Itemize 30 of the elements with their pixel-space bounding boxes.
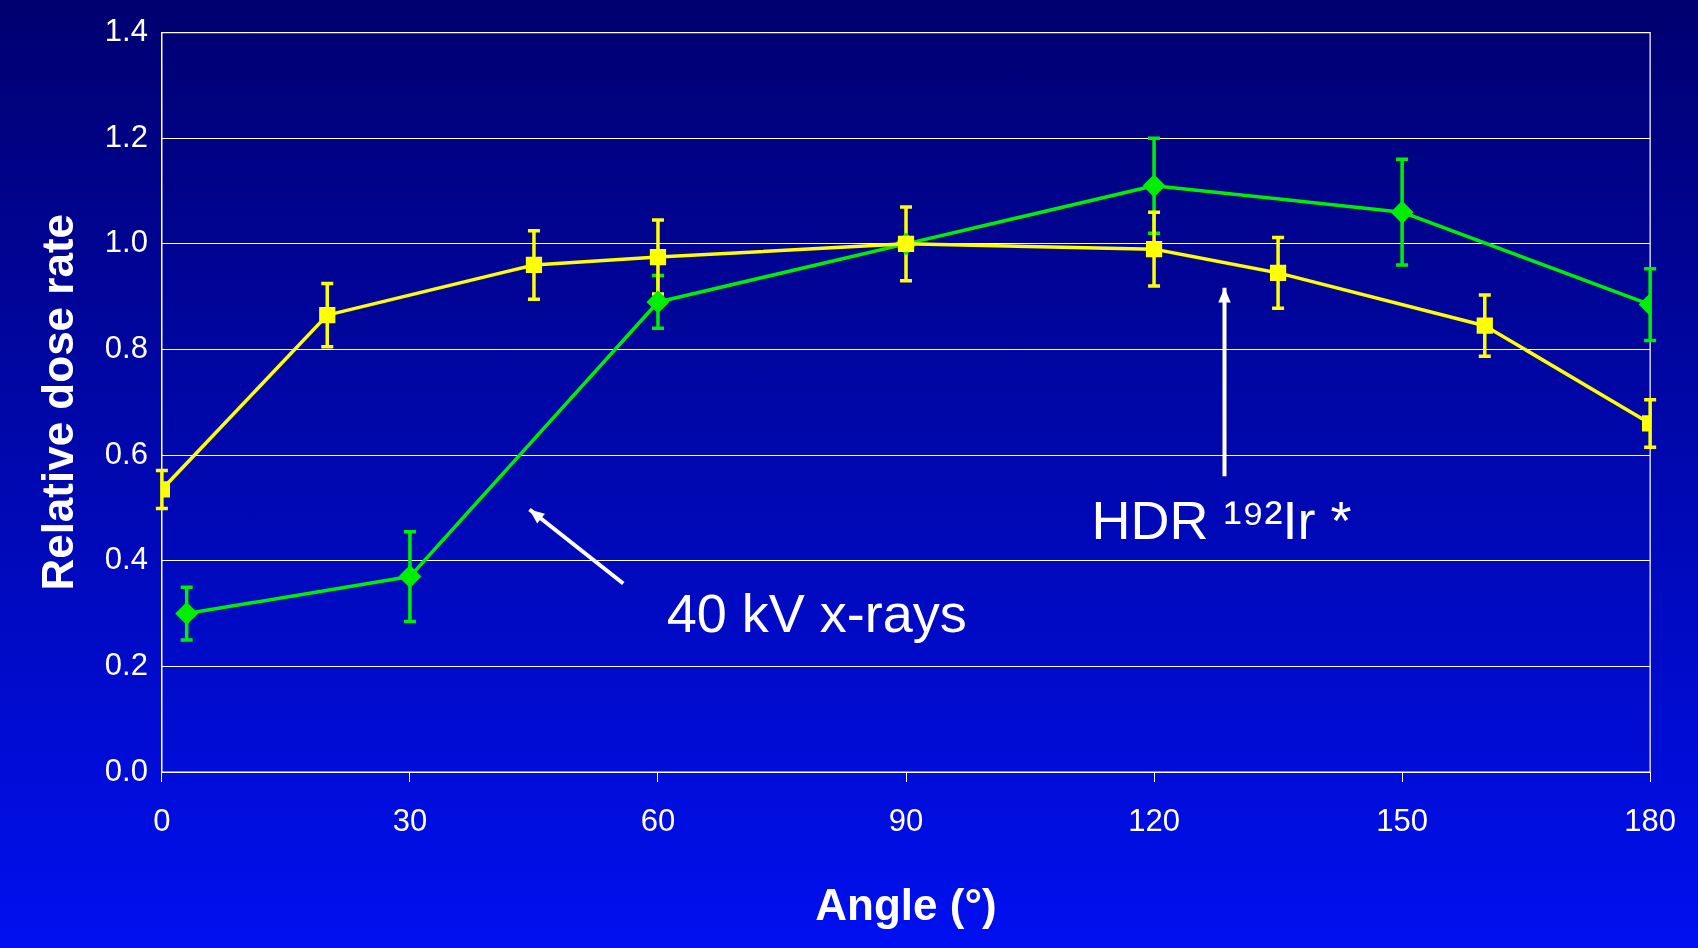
point [647,291,669,313]
x-axis-title: Angle (°) [815,879,997,929]
point [1143,175,1165,197]
x-tick-label: 60 [640,803,676,839]
y-tick-label: 0.8 [104,330,148,366]
y-tick-label: 0.6 [104,435,148,471]
point [1476,317,1493,334]
point [1391,201,1413,223]
point [399,565,421,588]
y-tick-label: 0.0 [104,752,148,788]
point [175,602,198,625]
point [649,248,667,266]
x-tick-label: 30 [392,803,428,839]
y-tick-label: 1.2 [104,118,148,154]
point [1269,264,1287,282]
x-tick-label: 90 [888,803,924,839]
x-tick-label: 180 [1624,803,1677,839]
y-tick-label: 1.4 [104,13,148,49]
annotation: 40 kV x-rays [666,582,967,643]
point [525,256,543,274]
point [319,307,336,324]
y-tick-label: 0.4 [104,541,148,577]
x-tick-label: 120 [1128,803,1180,839]
y-axis-title: Relative dose rate [32,213,82,591]
point [1145,241,1163,258]
y-tick-label: 0.2 [104,646,148,682]
x-tick-label: 0 [153,803,171,839]
x-tick-label: 150 [1376,803,1428,839]
y-tick-label: 1.0 [104,224,148,260]
annotation: HDR ¹⁹²Ir * [1091,490,1352,551]
